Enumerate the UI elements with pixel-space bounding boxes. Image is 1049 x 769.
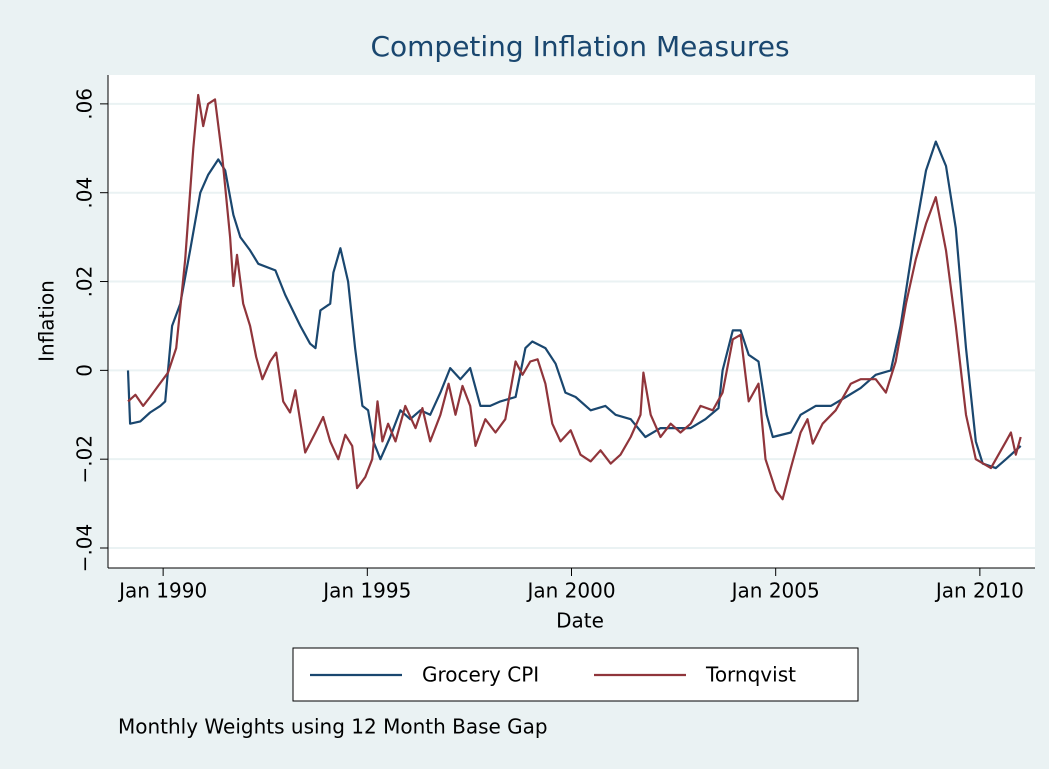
x-tick-label: Jan 1990 <box>117 579 207 603</box>
y-tick-label: .04 <box>73 177 97 209</box>
x-tick-label: Jan 2010 <box>934 579 1024 603</box>
legend-label: Grocery CPI <box>422 663 539 687</box>
plot-area <box>108 75 1035 568</box>
x-tick-label: Jan 2005 <box>730 579 820 603</box>
legend-label: Tornqvist <box>705 663 796 687</box>
x-tick-label: Jan 1995 <box>321 579 411 603</box>
series-line <box>127 93 1022 501</box>
x-axis-title: Date <box>556 609 604 633</box>
y-tick-label: −.04 <box>73 524 97 573</box>
x-tick-label: Jan 2000 <box>525 579 615 603</box>
y-tick-label: 0 <box>73 364 97 377</box>
y-axis-title: Inflation <box>35 280 59 362</box>
y-tick-label: .06 <box>73 88 97 120</box>
note: Monthly Weights using 12 Month Base Gap <box>118 715 548 739</box>
y-tick-label: .02 <box>73 266 97 298</box>
chart-title: Competing Inflation Measures <box>370 30 789 63</box>
y-tick-label: −.02 <box>73 435 97 484</box>
